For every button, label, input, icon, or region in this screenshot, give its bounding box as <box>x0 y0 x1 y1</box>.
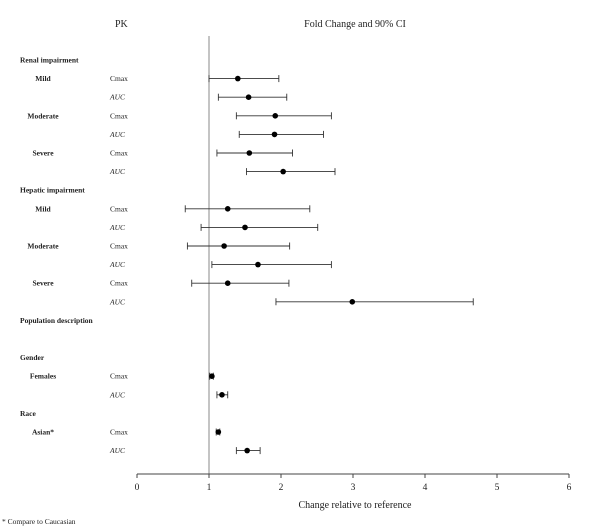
section-label: Gender <box>20 353 45 362</box>
x-axis-label: Change relative to reference <box>299 500 413 511</box>
group-label: Asian* <box>32 428 54 437</box>
point-estimate <box>224 206 231 212</box>
pk-label: AUC <box>109 223 126 232</box>
point-estimate <box>349 299 356 305</box>
pk-label: Cmax <box>110 74 128 83</box>
group-label: Moderate <box>27 111 59 120</box>
section-label: Race <box>20 409 36 418</box>
point-estimate <box>219 392 225 398</box>
pk-label: AUC <box>109 260 126 269</box>
pk-label: Cmax <box>110 149 128 158</box>
section-label: Renal impairment <box>20 56 79 65</box>
point-estimate <box>244 447 250 454</box>
pk-label: Cmax <box>110 372 128 381</box>
group-label: Moderate <box>27 242 59 251</box>
pk-label: AUC <box>109 297 126 306</box>
pk-label: Cmax <box>110 242 128 251</box>
group-label: Severe <box>32 149 54 158</box>
pk-label: AUC <box>109 446 126 455</box>
point-estimate <box>271 131 278 138</box>
fold-change-header: Fold Change and 90% CI <box>304 19 406 30</box>
pk-column-header: PK <box>115 19 129 30</box>
pk-label: Cmax <box>110 111 128 120</box>
section-label: Population description <box>20 316 94 325</box>
point-estimate <box>255 261 261 268</box>
point-estimate <box>235 75 241 82</box>
point-estimate <box>224 280 231 287</box>
x-tick-label: 4 <box>423 483 428 493</box>
group-label: Mild <box>35 74 51 83</box>
point-estimate <box>209 373 215 380</box>
section-label: Hepatic impairment <box>20 186 85 195</box>
point-estimate <box>221 243 227 249</box>
group-label: Females <box>30 372 56 381</box>
pk-label: AUC <box>109 167 126 176</box>
x-axis: 0 1 2 3 4 5 6 <box>135 473 572 493</box>
x-tick-label: 5 <box>495 483 500 493</box>
pk-label: AUC <box>109 130 126 139</box>
pk-label: AUC <box>109 390 126 399</box>
group-label: Mild <box>35 204 51 213</box>
x-tick-label: 1 <box>207 483 212 493</box>
point-estimate <box>246 150 253 156</box>
pk-label: Cmax <box>110 204 128 213</box>
point-estimate <box>272 113 279 119</box>
pk-label: AUC <box>109 93 126 102</box>
point-estimate <box>242 224 248 231</box>
point-estimate <box>215 429 222 435</box>
group-label: Severe <box>32 279 54 288</box>
pk-label: Cmax <box>110 279 128 288</box>
point-estimate <box>280 168 286 175</box>
point-estimate <box>245 94 252 100</box>
footnote: * Compare to Caucasian <box>2 517 76 526</box>
forest-rows: Renal impairment Mild Cmax AUC Moderate Cmax A… <box>20 36 474 474</box>
x-tick-label: 6 <box>567 483 572 493</box>
x-tick-label: 0 <box>135 483 140 493</box>
pk-label: Cmax <box>110 428 128 437</box>
x-tick-label: 3 <box>351 483 356 493</box>
x-tick-label: 2 <box>279 483 284 493</box>
